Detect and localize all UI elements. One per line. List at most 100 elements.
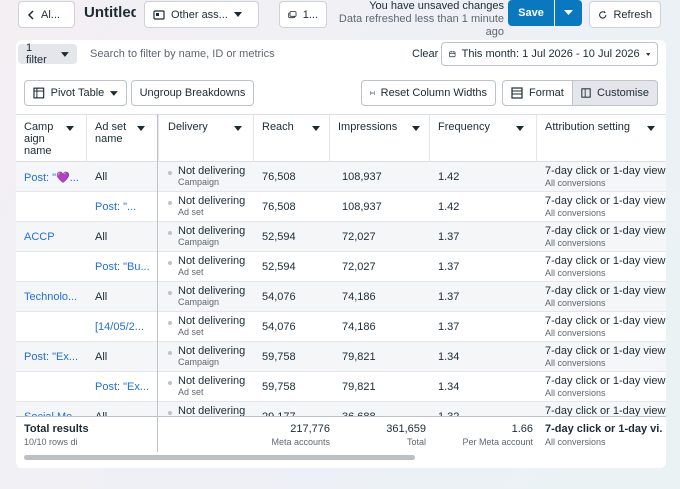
filter-chip[interactable]: 1 filter — [18, 42, 77, 66]
report-panel: 1 filter Search to filter by name, ID or… — [16, 40, 666, 468]
adset-name-cell[interactable]: Post: "... — [95, 201, 137, 213]
delivery-status: Not delivering — [178, 345, 246, 357]
column-header-attribution[interactable]: Attribution setting — [537, 115, 666, 163]
attribution-value: 7-day click or 1-day view — [545, 195, 666, 207]
refresh-button[interactable]: Refresh — [589, 1, 661, 28]
adset-name-cell[interactable]: Post: "Ex... — [95, 381, 150, 393]
campaign-name-cell[interactable]: Post: "💜... — [24, 171, 79, 184]
reach-cell: 54,076 — [262, 291, 296, 303]
column-header-impressions[interactable]: Impressions — [330, 115, 430, 163]
adset-name-cell[interactable]: All — [95, 171, 108, 183]
caret-down-icon — [61, 51, 69, 57]
adset-name-cell[interactable]: All — [95, 231, 108, 243]
caret-down-icon[interactable] — [133, 121, 149, 135]
total-impressions-sub: Total — [406, 437, 426, 447]
column-header-campaign[interactable]: Camp aign name — [16, 115, 87, 163]
column-header-adset[interactable]: Ad set name — [87, 115, 159, 163]
ungroup-breakdowns-button[interactable]: Ungroup Breakdowns — [131, 80, 254, 106]
save-button[interactable]: Save — [508, 0, 554, 26]
adset-name-cell[interactable]: All — [95, 291, 108, 303]
reach-cell: 59,758 — [262, 381, 296, 393]
reach-cell: 59,758 — [262, 351, 296, 363]
horizontal-scrollbar[interactable] — [24, 455, 415, 460]
campaign-name-cell[interactable]: Technolo... — [24, 291, 78, 303]
selection-count-label: 1... — [302, 8, 318, 21]
table-row[interactable]: Post: "Ex... All Not delivering Campaign 59,… — [16, 342, 666, 372]
assets-label: Other ass... — [171, 8, 228, 21]
selection-count-button[interactable]: 1... — [279, 1, 327, 28]
data-table: Camp aign name Ad set name Delivery Reac… — [16, 114, 666, 468]
campaign-name-cell[interactable] — [16, 192, 87, 222]
caret-down-icon — [564, 10, 573, 15]
campaign-name-cell[interactable] — [16, 372, 87, 402]
reset-column-widths-button[interactable]: Reset Column Widths — [361, 80, 496, 106]
table-row[interactable]: Technolo... All Not delivering Campaign 54,0… — [16, 282, 666, 312]
total-frequency: 1.66 Per Meta account — [446, 423, 533, 449]
table-row[interactable]: Post: "Ex... Not delivering Ad set 59,758 79… — [16, 372, 666, 402]
reach-cell: 76,508 — [262, 201, 296, 213]
table-row[interactable]: Post: "💜... All Not delivering Campaign 76,5… — [16, 162, 666, 192]
total-attribution-value: 7-day click or 1-day vi... — [545, 423, 663, 435]
attribution-sub: All conversions — [545, 328, 606, 338]
delivery-status: Not delivering — [178, 195, 246, 207]
caret-down-icon[interactable] — [643, 121, 659, 135]
caret-down-icon[interactable] — [408, 121, 424, 135]
status-dot-icon — [168, 171, 172, 175]
campaign-name-cell[interactable]: Post: "Ex... — [24, 351, 79, 363]
adset-name-cell[interactable]: [14/05/2... — [95, 321, 144, 333]
pivot-table-button[interactable]: Pivot Table — [24, 80, 127, 106]
frequency-cell: 1.34 — [438, 351, 460, 363]
assets-selector[interactable]: Other ass... — [144, 1, 259, 28]
frequency-cell: 1.42 — [438, 171, 460, 183]
search-input[interactable]: Search to filter by name, ID or metrics — [90, 48, 275, 60]
delivery-status: Not delivering — [178, 315, 246, 327]
back-button[interactable]: Al... — [18, 1, 75, 28]
report-title[interactable]: Untitled — [84, 4, 136, 21]
reset-column-widths-label: Reset Column Widths — [380, 87, 487, 99]
clear-button[interactable]: Clear — [412, 48, 439, 60]
frozen-column-divider[interactable] — [157, 114, 158, 452]
adset-name-cell[interactable]: All — [95, 351, 108, 363]
table-row[interactable]: Post: "Bu... Not delivering Ad set 52,594 72… — [16, 252, 666, 282]
campaign-name-cell[interactable] — [16, 252, 87, 282]
delivery-status: Not delivering — [178, 405, 246, 417]
frequency-cell: 1.37 — [438, 291, 460, 303]
refresh-status: Data refreshed less than 1 minute ago — [338, 13, 504, 38]
customise-button[interactable]: Customise — [572, 80, 658, 106]
rows-info: 10/10 rows di — [24, 437, 78, 447]
table-row[interactable]: [14/05/2... Not delivering Ad set 54,076 74,… — [16, 312, 666, 342]
caret-down-icon[interactable] — [62, 121, 78, 135]
caret-down-icon — [110, 90, 118, 96]
format-button[interactable]: Format — [502, 80, 573, 106]
delivery-cell: Not delivering Ad set — [160, 252, 254, 282]
attribution-sub: All conversions — [545, 358, 606, 368]
status-dot-icon — [168, 201, 172, 205]
reach-cell: 76,508 — [262, 171, 296, 183]
campaign-name-cell[interactable]: ACCP — [24, 231, 55, 243]
total-reach: 217,776 Meta accounts — [256, 423, 330, 449]
reach-cell: 54,076 — [262, 321, 296, 333]
caret-down-icon[interactable] — [230, 121, 246, 135]
impressions-cell: 79,821 — [342, 381, 376, 393]
table-row[interactable]: Post: "... Not delivering Ad set 76,508 108,… — [16, 192, 666, 222]
column-header-reach[interactable]: Reach — [254, 115, 330, 163]
date-range-picker[interactable]: This month: 1 Jul 2026 - 10 Jul 2026 — [441, 42, 658, 66]
campaign-name-cell[interactable] — [16, 312, 87, 342]
save-options-button[interactable] — [555, 0, 582, 26]
refresh-icon — [599, 10, 607, 19]
adset-name-cell[interactable]: Post: "Bu... — [95, 261, 150, 273]
delivery-cell: Not delivering Ad set — [160, 192, 254, 222]
table-row[interactable]: ACCP All Not delivering Campaign 52,594 72,02… — [16, 222, 666, 252]
column-header-delivery[interactable]: Delivery — [160, 115, 254, 163]
total-reach-value: 217,776 — [290, 423, 330, 435]
caret-down-icon[interactable] — [308, 121, 324, 135]
impressions-cell: 79,821 — [342, 351, 376, 363]
total-frequency-sub: Per Meta account — [462, 437, 533, 447]
caret-down-icon[interactable] — [512, 121, 528, 135]
attribution-value: 7-day click or 1-day view — [545, 405, 666, 417]
column-header-label: Frequency — [438, 121, 490, 133]
delivery-level: Ad set — [178, 207, 204, 217]
column-header-frequency[interactable]: Frequency — [430, 115, 537, 163]
